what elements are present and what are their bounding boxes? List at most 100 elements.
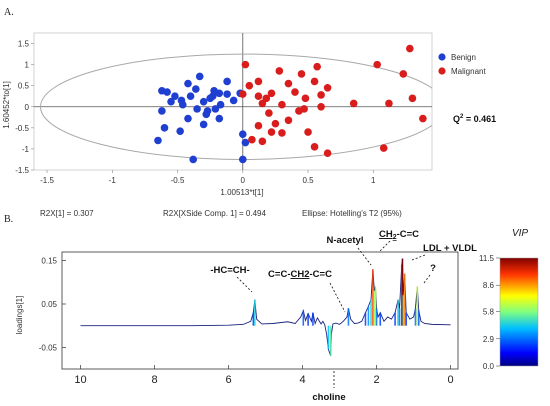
x-tick-label: -1.5 [40, 176, 54, 185]
malignant-point [254, 121, 263, 130]
x-tick-label: 4 [299, 374, 305, 386]
vip-colorbar-title: VIP [512, 228, 528, 239]
malignant-point [275, 67, 284, 75]
x-tick-label: 8 [151, 374, 157, 386]
vip-colorbar-ticks: 11.5 8.6 5.8 2.9 0.0 [479, 254, 500, 371]
malignant-point [278, 100, 286, 109]
malignant-point [291, 88, 299, 96]
malignant-point [295, 107, 303, 115]
malignant-point [238, 90, 247, 98]
annotation-hc-ch: -HC=CH- [210, 265, 249, 276]
benign-point [184, 114, 192, 123]
benign-point [186, 92, 195, 101]
colorbar-tick-label: 0.0 [483, 362, 495, 371]
malignant-point [313, 62, 321, 71]
malignant-point [265, 109, 273, 117]
panel-b-y-ticks: 0.15 0.05 -0.05 [39, 257, 66, 352]
malignant-point [267, 89, 276, 98]
panel-a-scatter-points [154, 44, 427, 164]
x-tick-label: 2 [374, 374, 380, 386]
benign-point [216, 100, 225, 109]
benign-point [184, 79, 192, 88]
benign-point [241, 138, 250, 147]
benign-point [202, 110, 211, 119]
x-tick-label: -0.5 [171, 176, 185, 185]
annotation-question: ? [430, 263, 436, 274]
annotation-n-acetyl-leader [357, 247, 372, 266]
colorbar-tick-label: 5.8 [483, 308, 495, 317]
annotation-c-c-ch2-c-c: C=C-CH2-C=C [268, 269, 332, 280]
benign-point [154, 136, 162, 145]
r2x-xside-text: R2X[XSide Comp. 1] = 0.494 [163, 209, 267, 218]
benign-point [238, 155, 247, 164]
malignant-point [310, 77, 319, 86]
q2-annotation: Q2 = 0.461 [453, 114, 496, 124]
annotation-n-acetyl: N-acetyl [327, 235, 364, 246]
y-tick-label: -1.5 [15, 166, 29, 175]
malignant-point [278, 129, 286, 137]
r2x-text: R2X[1] = 0.307 [40, 209, 94, 218]
y-tick-label: -1 [22, 145, 30, 154]
panel-b-plot-area [61, 251, 459, 370]
benign-point [189, 155, 197, 164]
benign-point [171, 92, 179, 101]
annotation-ldl-vldl: LDL + VLDL [423, 243, 477, 254]
panel-a-label: A. [4, 7, 14, 18]
panel-b-label: B. [4, 214, 13, 225]
malignant-point [301, 94, 310, 103]
benign-point [206, 94, 214, 103]
annotation-ch2-c-c: CH2-C=C [379, 229, 419, 241]
panel-a-legend: Benign Malignant [438, 53, 486, 76]
y-tick-label: 0.5 [18, 82, 30, 91]
malignant-point [267, 128, 276, 136]
ellipse-text: Ellipse: Hotelling’s T2 (95%) [302, 209, 402, 218]
benign-point [195, 72, 204, 81]
y-tick-label: 1 [25, 61, 30, 70]
malignant-point [399, 70, 408, 78]
vip-colored-peaks [252, 258, 420, 356]
colorbar-tick-label: 2.9 [483, 335, 495, 344]
malignant-point [271, 119, 280, 128]
annotation-hc-leader [236, 276, 253, 293]
x-tick-label: 1 [371, 176, 376, 185]
annotation-choline: choline [312, 392, 345, 403]
x-tick-label: 0.5 [302, 176, 314, 185]
malignant-point [284, 79, 293, 88]
benign-point [199, 120, 208, 129]
panel-b-x-ticks: 10 8 6 4 2 0 [74, 365, 454, 386]
vip-colorbar [499, 257, 539, 367]
benign-point [176, 127, 184, 136]
panel-a-y-ticks: 1.5 1 0.5 0 -0.5 -1 -1.5 [15, 40, 34, 175]
malignant-point [284, 116, 293, 125]
malignant-point [406, 44, 414, 53]
benign-point [223, 77, 231, 86]
malignant-point [385, 99, 393, 108]
benign-point [199, 97, 208, 106]
malignant-point [241, 60, 250, 69]
y-tick-label: 1.5 [18, 40, 30, 49]
y-tick-label: 0.05 [41, 300, 57, 309]
malignant-point [349, 99, 358, 108]
malignant-point [254, 77, 263, 86]
y-tick-label: -0.05 [39, 343, 58, 352]
annotation-c-c-leader [329, 282, 346, 313]
benign-point [167, 97, 175, 106]
malignant-point [248, 135, 256, 144]
legend-malignant: Malignant [451, 67, 486, 76]
y-tick-label: -0.5 [15, 124, 29, 133]
x-tick-label: 0 [241, 176, 246, 185]
benign-point [210, 86, 218, 95]
annotation-ch2-leader [378, 240, 391, 253]
x-tick-label: 6 [225, 374, 231, 386]
y-tick-label: 0.15 [41, 257, 57, 266]
benign-point [163, 88, 171, 96]
malignant-point [262, 94, 271, 103]
panel-a-x-ticks: -1.5 -1 -0.5 0 0.5 1 [40, 170, 376, 185]
malignant-point [408, 94, 417, 103]
legend-benign: Benign [451, 53, 476, 62]
peak-annotations: -HC=CH- C=C-CH2-C=C N-acetyl CH2-C=C LDL… [210, 229, 477, 388]
colorbar-tick-label: 11.5 [479, 254, 495, 263]
legend-malignant-marker [438, 67, 446, 75]
malignant-point [419, 114, 427, 123]
x-tick-label: 10 [74, 374, 86, 386]
